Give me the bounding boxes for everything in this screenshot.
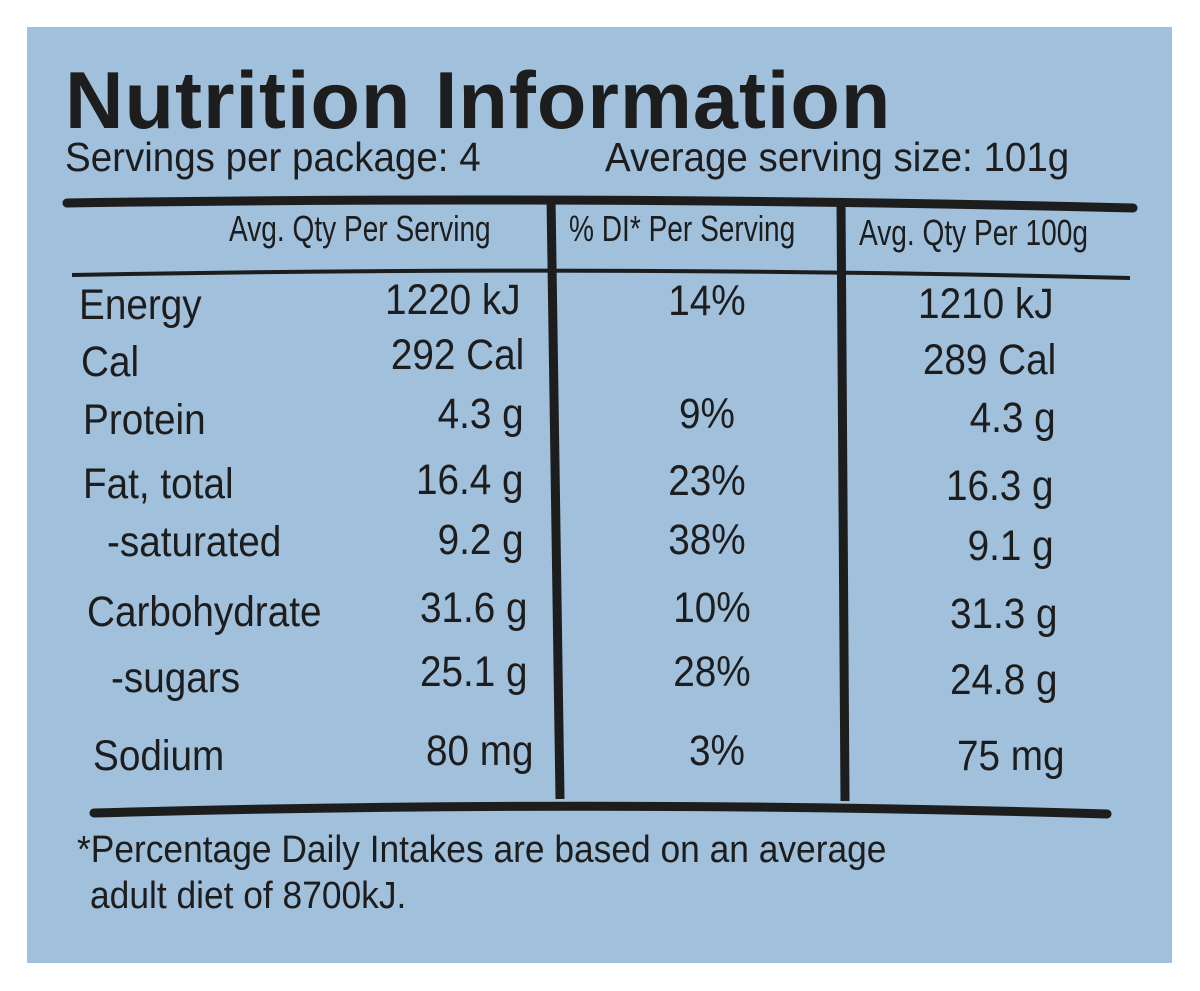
row-label-carbohydrate: Carbohydrate: [87, 588, 322, 636]
table-rules: [62, 195, 1138, 819]
sugars-per-serving: 25.1 g: [420, 648, 528, 696]
header-rule: [71, 268, 1131, 280]
sodium-di: 3%: [689, 727, 745, 775]
header-per-serving: Avg. Qty Per Serving: [229, 208, 491, 249]
cal-per-serving: 292 Cal: [390, 331, 524, 379]
row-label-cal: Cal: [81, 338, 140, 386]
footnote: *Percentage Daily Intakes are based on a…: [77, 827, 886, 919]
energy-per-serving: 1220 kJ: [385, 276, 521, 324]
energy-per-100g: 1210 kJ: [918, 280, 1054, 328]
row-label-fat-total: Fat, total: [83, 460, 234, 508]
row-label-sodium: Sodium: [93, 732, 225, 780]
protein-per-serving: 4.3 g: [437, 390, 524, 438]
panel-title: Nutrition Information: [65, 56, 892, 146]
sodium-per-serving: 80 mg: [426, 727, 534, 775]
cal-per-100g: 289 Cal: [922, 336, 1056, 384]
nutrition-panel: Nutrition Information Servings per packa…: [27, 27, 1172, 963]
protein-per-100g: 4.3 g: [969, 394, 1056, 442]
fat-total-per-100g: 16.3 g: [946, 462, 1054, 510]
bottom-rule: [89, 801, 1112, 819]
servings-per-package: Servings per package: 4: [65, 134, 481, 180]
top-rule: [62, 195, 1138, 213]
row-label-sugars: -sugars: [111, 654, 241, 702]
footnote-line-1: *Percentage Daily Intakes are based on a…: [77, 829, 887, 871]
sugars-di: 28%: [673, 648, 751, 696]
fat-total-di: 23%: [668, 457, 746, 505]
saturated-per-serving: 9.2 g: [437, 516, 524, 564]
sugars-per-100g: 24.8 g: [950, 656, 1058, 704]
column-divider-1: [546, 196, 565, 800]
carbohydrate-per-serving: 31.6 g: [420, 584, 528, 632]
saturated-di: 38%: [668, 516, 746, 564]
row-label-protein: Protein: [83, 396, 206, 444]
sodium-per-100g: 75 mg: [957, 732, 1065, 780]
carbohydrate-per-100g: 31.3 g: [950, 590, 1058, 638]
row-label-saturated: -saturated: [107, 518, 282, 566]
protein-di: 9%: [679, 390, 735, 438]
footnote-line-2: adult diet of 8700kJ.: [90, 875, 407, 917]
energy-di: 14%: [668, 277, 746, 325]
column-divider-2: [836, 200, 850, 802]
carbohydrate-di: 10%: [673, 584, 751, 632]
header-per-100g: Avg. Qty Per 100g: [859, 212, 1088, 253]
row-label-energy: Energy: [79, 281, 202, 329]
fat-total-per-serving: 16.4 g: [416, 456, 524, 504]
header-di-per-serving: % DI* Per Serving: [569, 208, 796, 249]
average-serving-size: Average serving size: 101g: [605, 134, 1070, 180]
saturated-per-100g: 9.1 g: [967, 522, 1054, 570]
